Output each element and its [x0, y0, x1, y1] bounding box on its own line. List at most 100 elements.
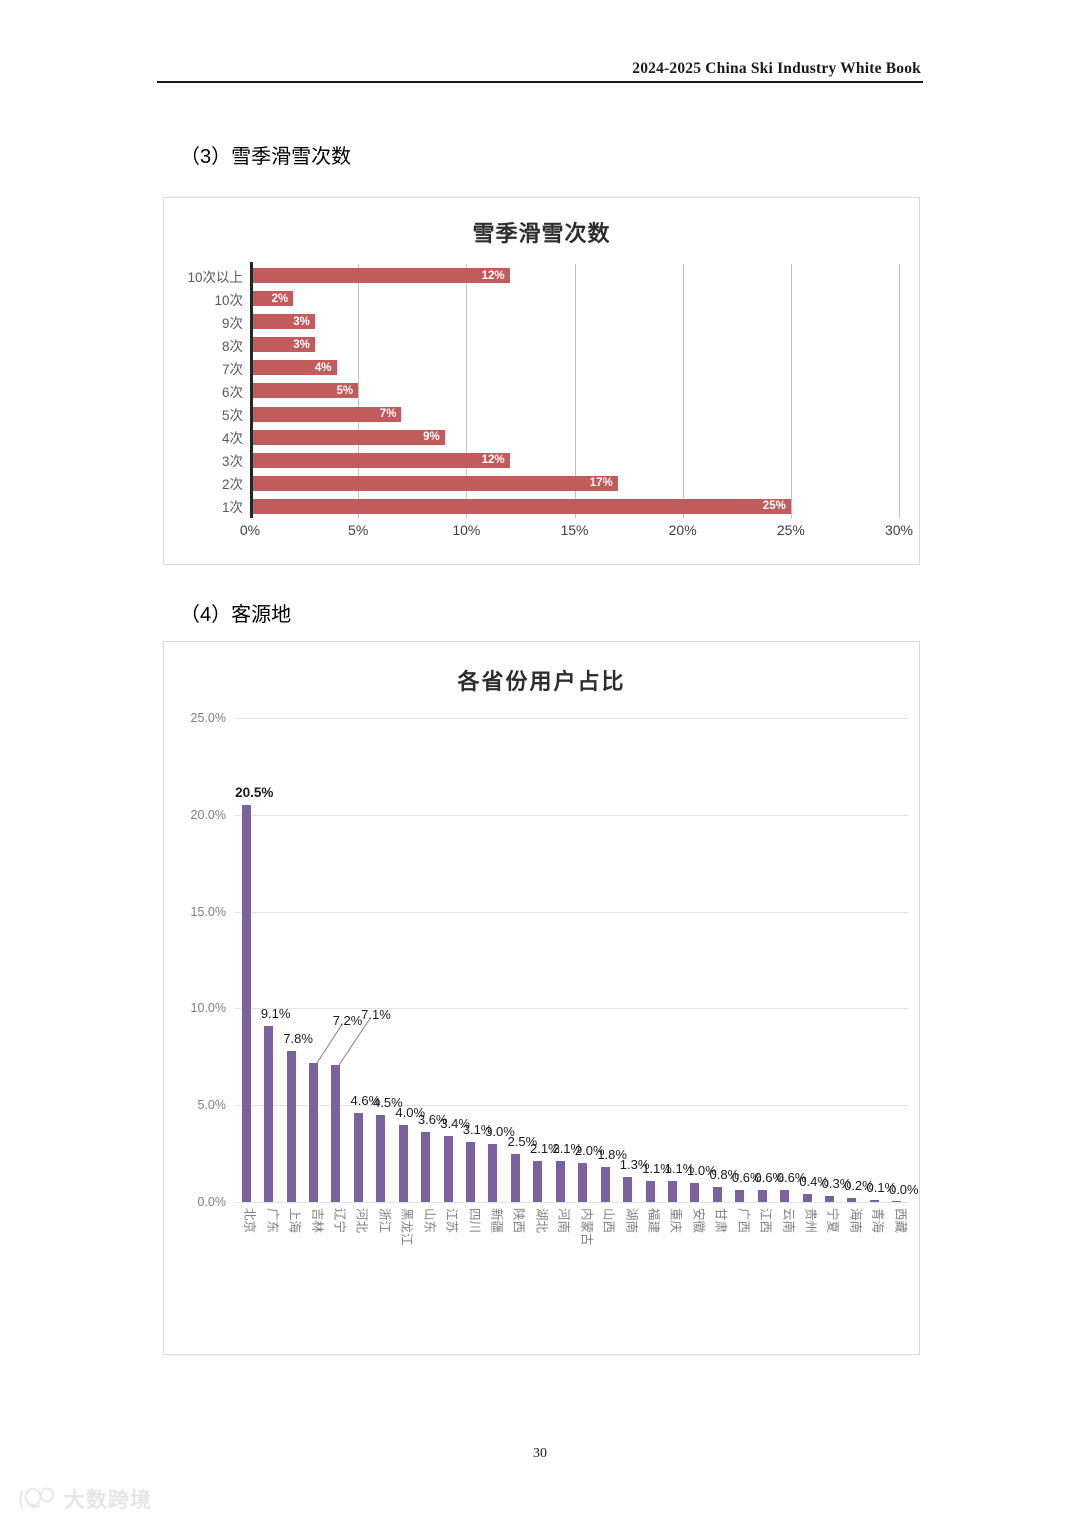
chart2-category-label: 福建 [646, 1208, 661, 1234]
chart1-bar-row: 1次 25% [222, 495, 791, 518]
chart2-category-label: 贵州 [803, 1208, 818, 1234]
chart2-bar-value-label: 2.0% [574, 1143, 605, 1159]
chart2-category-label: 浙江 [377, 1208, 392, 1234]
page-header: 2024-2025 China Ski Industry White Book [157, 60, 923, 83]
chart2-category-label: 甘肃 [713, 1208, 728, 1234]
chart2-bar [466, 1141, 476, 1202]
chart2-category-label: 云南 [781, 1208, 796, 1234]
chart2-bar-value-label: 1.3% [619, 1156, 650, 1172]
chart2-category-label: 广东 [265, 1208, 280, 1234]
chart2-bar [331, 1064, 341, 1202]
chart1-plot-area: 10次以上 12% 10次 2% 9次 3% 8次 3% 7次 4% 6次 5% 5次 7% 4次 9% 3次 1… [187, 262, 913, 538]
chart2-bar-value-label: 0.2% [844, 1178, 874, 1194]
chart2-category-label: 江西 [758, 1208, 773, 1234]
chart1-x-tick-label: 30% [884, 522, 914, 538]
chart2-plot-area: 0.0% 5.0% 10.0% 15.0% 20.0% 25.0% 20.5% 北京 9.1% 广… [191, 711, 919, 1246]
chart-frame-province-share: 各省份用户占比 0.0% 5.0% 10.0% 15.0% 20.0% 25.0% 20.5… [163, 641, 920, 1355]
chart1-bar-row: 7次 4% [222, 356, 337, 379]
chart1-bar-row: 6次 5% [222, 379, 359, 402]
chart2-category-label: 内蒙古 [579, 1208, 594, 1246]
header-title: 2024-2025 China Ski Industry White Book [632, 60, 921, 77]
chart2-category-label: 河南 [556, 1208, 571, 1234]
chart1-bar-row: 5次 7% [222, 403, 402, 426]
chart2-bar-value-label: 1.0% [687, 1162, 717, 1178]
chart1-bar-value-label: 5% [336, 384, 354, 397]
chart2-bar [353, 1112, 363, 1202]
chart2-bar [533, 1161, 543, 1202]
chart2-bar-value-label: 7.8% [283, 1030, 313, 1046]
chart2-bar [421, 1132, 431, 1202]
chart1-bar-row: 8次 3% [222, 333, 315, 356]
chart2-category-label: 江苏 [444, 1208, 459, 1234]
chart2-bar [398, 1124, 408, 1202]
chart2-bar-value-label: 9.1% [260, 1005, 291, 1021]
chart2-y-tick-label: 20.0% [190, 807, 226, 822]
chart2-bar [488, 1143, 498, 1202]
chart2-category-label: 新疆 [489, 1208, 504, 1234]
chart2-bar [802, 1194, 812, 1202]
chart2-bar [510, 1153, 520, 1202]
chart1-bar-row: 9次 3% [222, 310, 315, 333]
chart2-bar-value-label: 4.6% [350, 1092, 381, 1108]
chart2-bar-value-label: 2.1% [530, 1141, 560, 1157]
chart2-category-label: 山东 [422, 1208, 437, 1234]
chart2-category-label: 青海 [870, 1208, 885, 1234]
chart2-bar-value-label: 2.5% [507, 1133, 538, 1149]
chart1-bar-row: 4次 9% [222, 426, 445, 449]
chart1-bar: 5% [250, 383, 359, 399]
chart2-bar [645, 1180, 655, 1202]
chart1-x-tick-label: 5% [348, 522, 369, 538]
chart2-gridline [235, 1202, 908, 1203]
chart1-bar: 3% [250, 314, 315, 330]
chart2-bar [735, 1190, 745, 1202]
section-heading-3: （3）雪季滑雪次数 [180, 146, 352, 168]
chart1-bar-value-label: 7% [379, 408, 397, 421]
chart1-category-label: 9次 [221, 315, 243, 331]
chart2-bar [869, 1200, 879, 1202]
chart1-category-label: 3次 [221, 454, 243, 470]
chart2-gridline [235, 1008, 908, 1010]
chart1-bar-value-label: 25% [762, 500, 786, 513]
chart2-category-label: 海南 [848, 1208, 863, 1234]
chart2-category-label: 吉林 [310, 1208, 325, 1234]
chart1-category-label: 10次以上 [187, 269, 243, 285]
chart2-bar [600, 1167, 610, 1202]
chart2-bar [847, 1198, 857, 1202]
chart2-bar-value-label: 3.4% [440, 1116, 470, 1132]
watermark: 大数跨境 [18, 1484, 152, 1514]
page-number: 30 [533, 1446, 547, 1461]
chart2-gridline [235, 1105, 908, 1107]
chart1-bar-value-label: 3% [293, 338, 310, 351]
chart2-bar [824, 1196, 834, 1202]
chart1-value-axis [250, 262, 253, 518]
chart1-bar: 2% [250, 291, 294, 307]
chart2-bar-value-label: 4.5% [372, 1094, 403, 1110]
chart1-x-tick-label: 25% [776, 522, 805, 538]
chart2-leader-line [315, 1023, 342, 1065]
chart1-gridline [466, 264, 468, 518]
chart2-category-label: 辽宁 [332, 1208, 347, 1234]
chart2-bar [264, 1025, 274, 1202]
chart1-category-label: 6次 [221, 384, 243, 400]
chart2-bar-value-label: 0.8% [709, 1166, 740, 1182]
chart2-bar [309, 1062, 319, 1202]
chart1-bar-value-label: 17% [589, 477, 613, 490]
chart1-bar: 4% [250, 360, 337, 376]
chart2-category-label: 西藏 [893, 1208, 908, 1234]
chart1-category-label: 10次 [214, 292, 243, 308]
chart2-bar-value-label: 7.2% [332, 1012, 363, 1028]
chart1-x-tick-label: 20% [668, 522, 697, 538]
chart1-gridline [899, 264, 900, 518]
chart2-bar-value-label: 1.8% [597, 1147, 627, 1163]
chart2-category-label: 黑龙江 [399, 1208, 414, 1246]
chart1-bar: 7% [250, 406, 402, 422]
chart1-category-label: 5次 [221, 408, 243, 424]
chart2-bar [443, 1136, 453, 1202]
chart2-bar-value-label: 4.0% [395, 1104, 426, 1120]
chart1-bar-value-label: 4% [314, 361, 332, 374]
chart2-bar [712, 1186, 722, 1202]
chart1-bar: 17% [250, 475, 618, 491]
chart2-bar-value-label: 0.3% [821, 1176, 852, 1192]
chart1-category-label: 2次 [221, 477, 243, 493]
chart2-category-label: 上海 [287, 1208, 302, 1234]
